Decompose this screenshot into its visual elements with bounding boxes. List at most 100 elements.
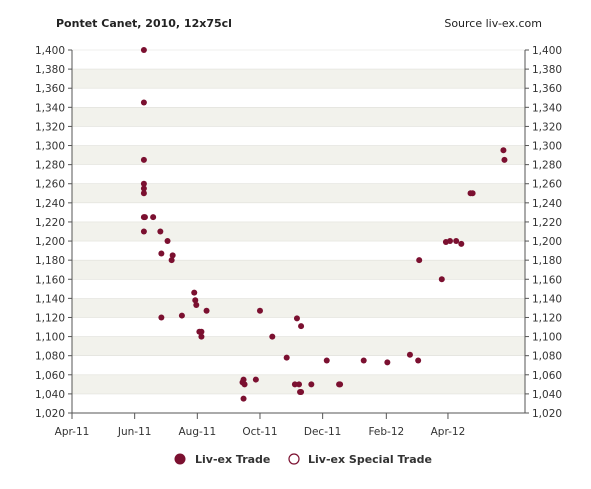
trade-point[interactable]	[158, 314, 165, 321]
trade-point[interactable]	[323, 357, 330, 364]
trade-point[interactable]	[458, 240, 465, 247]
y-tick-label-right: 1,300	[532, 141, 562, 153]
y-tick-label-left: 1,380	[35, 64, 65, 76]
trade-point[interactable]	[269, 333, 276, 340]
y-tick-label-left: 1,040	[35, 389, 65, 401]
y-tick-label-left: 1,360	[35, 83, 65, 95]
trade-point[interactable]	[198, 333, 205, 340]
trade-point[interactable]	[140, 47, 147, 53]
y-tick-label-left: 1,080	[35, 351, 65, 363]
x-tick-label: Dec-11	[304, 426, 341, 438]
trade-point[interactable]	[416, 257, 423, 264]
trade-point[interactable]	[140, 185, 147, 192]
grid-band	[72, 279, 525, 299]
trade-point[interactable]	[140, 228, 147, 235]
trade-point[interactable]	[169, 252, 176, 259]
axes	[71, 50, 526, 414]
chart-title: Pontet Canet, 2010, 12x75cl	[56, 17, 232, 30]
legend-item-trade[interactable]: Liv-ex Trade	[174, 453, 271, 466]
y-tick-label-right: 1,320	[532, 121, 562, 133]
trade-point[interactable]	[500, 147, 507, 154]
trade-point[interactable]	[453, 238, 460, 245]
x-tick-label: Apr-11	[55, 426, 90, 438]
y-tick-label-right: 1,260	[532, 179, 562, 191]
y-tick-label-left: 1,180	[35, 255, 65, 267]
trade-point[interactable]	[296, 381, 303, 388]
trade-point[interactable]	[150, 214, 157, 221]
grid-band	[72, 88, 525, 108]
y-tick-label-right: 1,180	[532, 255, 562, 267]
trade-point[interactable]	[158, 250, 165, 257]
y-tick-label-right: 1,240	[532, 198, 562, 210]
grid-band	[72, 183, 525, 203]
legend: Liv-ex Trade Liv-ex Special Trade	[174, 453, 432, 466]
trade-point[interactable]	[293, 315, 300, 322]
y-tick-label-left: 1,260	[35, 179, 65, 191]
y-tick-label-left: 1,220	[35, 217, 65, 229]
trade-point[interactable]	[203, 307, 210, 314]
x-axis-ticks: Apr-11 Jun-11 Aug-11 Oct-11 Dec-11 Feb-12 Apr-…	[55, 413, 466, 438]
x-tick-label: Jun-11	[117, 426, 152, 438]
trade-point[interactable]	[193, 302, 200, 309]
trade-point[interactable]	[308, 381, 315, 388]
trade-point[interactable]	[141, 214, 148, 221]
y-tick-label-right: 1,380	[532, 64, 562, 76]
y-axis-right-ticks: 1,020 1,040 1,060 1,080 1,100 1,120 1,140 1,160…	[525, 45, 562, 420]
trade-point[interactable]	[191, 289, 198, 296]
y-tick-label-left: 1,120	[35, 312, 65, 324]
trade-point[interactable]	[298, 323, 305, 330]
trade-point[interactable]	[283, 354, 290, 361]
plot-background	[72, 49, 525, 414]
grid-band	[72, 50, 525, 70]
trade-point[interactable]	[140, 99, 147, 106]
grid-band	[72, 145, 525, 165]
trade-point[interactable]	[241, 381, 248, 388]
legend-item-special-trade[interactable]: Liv-ex Special Trade	[288, 453, 432, 466]
trade-point[interactable]	[360, 357, 367, 364]
x-tick-label: Apr-12	[431, 426, 466, 438]
trade-point[interactable]	[438, 276, 445, 283]
grid-band	[72, 241, 525, 261]
trade-point[interactable]	[256, 307, 263, 314]
trade-point[interactable]	[140, 156, 147, 163]
grid-band	[72, 69, 525, 89]
legend-marker-hollow-icon	[288, 453, 300, 465]
grid-band	[72, 393, 525, 413]
y-tick-label-left: 1,160	[35, 274, 65, 286]
trade-point[interactable]	[415, 357, 422, 364]
trade-point[interactable]	[252, 376, 259, 383]
legend-label-trade: Liv-ex Trade	[195, 453, 270, 466]
y-tick-label-right: 1,040	[532, 389, 562, 401]
legend-label-special-trade: Liv-ex Special Trade	[308, 453, 432, 466]
x-tick-label: Oct-11	[242, 426, 277, 438]
y-tick-label-right: 1,160	[532, 274, 562, 286]
y-tick-label-right: 1,340	[532, 102, 562, 114]
trade-point[interactable]	[157, 228, 164, 235]
y-tick-label-right: 1,220	[532, 217, 562, 229]
trade-point[interactable]	[469, 190, 476, 197]
trade-point[interactable]	[406, 351, 413, 358]
y-tick-label-right: 1,020	[532, 408, 562, 420]
trade-point[interactable]	[140, 180, 147, 187]
trade-point[interactable]	[298, 388, 305, 395]
y-tick-label-left: 1,060	[35, 370, 65, 382]
trade-point[interactable]	[447, 238, 454, 245]
trade-point[interactable]	[164, 238, 171, 245]
trade-point[interactable]	[501, 156, 508, 163]
trade-point[interactable]	[240, 395, 247, 402]
y-tick-label-left: 1,280	[35, 160, 65, 172]
y-tick-label-right: 1,280	[532, 160, 562, 172]
y-tick-label-right: 1,100	[532, 332, 562, 344]
trade-point[interactable]	[384, 359, 391, 366]
y-tick-label-left: 1,020	[35, 408, 65, 420]
trade-point[interactable]	[240, 376, 247, 383]
y-tick-label-right: 1,120	[532, 312, 562, 324]
trade-point[interactable]	[178, 312, 185, 319]
trade-point[interactable]	[168, 257, 175, 264]
trade-point[interactable]	[192, 297, 199, 304]
trade-point[interactable]	[198, 328, 205, 335]
trade-point[interactable]	[291, 381, 298, 388]
trade-point[interactable]	[140, 190, 147, 197]
y-tick-label-left: 1,340	[35, 102, 65, 114]
trade-point[interactable]	[337, 381, 344, 388]
